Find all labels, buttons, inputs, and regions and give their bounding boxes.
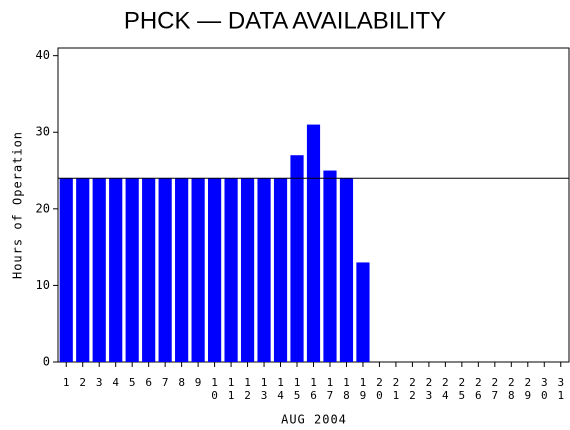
x-tick-label: 21 xyxy=(389,376,402,402)
bar xyxy=(158,178,172,362)
x-tick-label: 31 xyxy=(554,376,567,402)
y-tick-label: 0 xyxy=(43,355,50,369)
x-tick-label: 23 xyxy=(422,376,435,402)
bar xyxy=(191,178,205,362)
bar xyxy=(92,178,106,362)
x-tick-label: 9 xyxy=(192,376,205,389)
x-tick-label: 27 xyxy=(488,376,501,402)
bar xyxy=(142,178,156,362)
x-tick-label: 3 xyxy=(93,376,106,389)
x-tick-label: 8 xyxy=(175,376,188,389)
bar xyxy=(76,178,90,362)
bar xyxy=(125,178,139,362)
bar xyxy=(257,178,271,362)
bar xyxy=(306,124,321,363)
x-tick-label: 19 xyxy=(356,376,369,402)
bar xyxy=(208,178,222,362)
x-tick-label: 7 xyxy=(159,376,172,389)
y-tick-label: 10 xyxy=(36,278,50,292)
bar xyxy=(273,178,288,362)
y-tick-label: 20 xyxy=(36,201,50,215)
x-tick-label: 14 xyxy=(274,376,287,402)
chart-title: PHCK — DATA AVAILABILITY xyxy=(124,7,446,34)
y-tick-label: 30 xyxy=(36,125,50,139)
bar xyxy=(323,170,337,362)
x-tick-label: 18 xyxy=(340,376,353,402)
x-tick-label: 13 xyxy=(258,376,271,402)
x-tick-label: 10 xyxy=(208,376,221,402)
x-tick-label: 26 xyxy=(472,376,485,402)
bar xyxy=(59,178,73,362)
x-tick-label: 16 xyxy=(307,376,320,402)
bar xyxy=(109,178,123,362)
y-tick-label: 40 xyxy=(36,48,50,62)
x-tick-label: 15 xyxy=(291,376,304,402)
x-tick-label: 28 xyxy=(505,376,518,402)
bar xyxy=(339,178,354,362)
x-tick-label: 17 xyxy=(323,376,336,402)
x-axis-title: AUG 2004 xyxy=(281,413,347,427)
x-tick-label: 5 xyxy=(126,376,139,389)
x-tick-label: 22 xyxy=(406,376,419,402)
x-tick-label: 2 xyxy=(76,376,89,389)
bar xyxy=(224,178,238,362)
x-tick-label: 30 xyxy=(538,376,551,402)
bar xyxy=(290,155,304,362)
y-axis-title: Hours of Operation xyxy=(11,131,25,279)
bar xyxy=(175,178,189,362)
x-tick-label: 6 xyxy=(142,376,155,389)
x-tick-label: 12 xyxy=(241,376,254,402)
bar xyxy=(240,178,255,362)
x-tick-label: 1 xyxy=(60,376,73,389)
x-tick-label: 20 xyxy=(373,376,386,402)
x-tick-label: 29 xyxy=(521,376,534,402)
x-tick-label: 4 xyxy=(109,376,122,389)
x-tick-label: 25 xyxy=(455,376,468,402)
x-tick-label: 24 xyxy=(439,376,452,402)
x-tick-label: 11 xyxy=(225,376,238,402)
bar xyxy=(356,262,370,362)
